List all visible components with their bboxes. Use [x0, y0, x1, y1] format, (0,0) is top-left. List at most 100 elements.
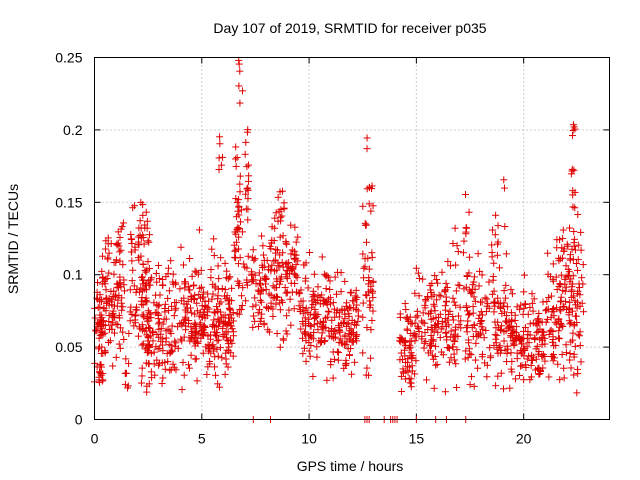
data-point [496, 349, 504, 357]
data-point [353, 301, 361, 309]
data-point [558, 254, 566, 262]
data-point [232, 254, 240, 262]
data-point [525, 352, 533, 360]
data-point [276, 251, 284, 259]
data-point [434, 328, 442, 336]
data-point [145, 324, 153, 332]
data-point [159, 374, 167, 382]
data-point [555, 327, 563, 335]
data-point [549, 260, 557, 268]
data-point [442, 279, 450, 287]
data-point [268, 236, 276, 244]
data-point [516, 371, 524, 379]
data-point [483, 373, 491, 381]
data-point [172, 299, 180, 307]
data-point [426, 281, 434, 289]
data-point [539, 331, 547, 339]
data-point [191, 267, 199, 275]
data-point [364, 280, 372, 288]
data-point [156, 291, 164, 299]
data-point [565, 311, 573, 319]
data-point [140, 240, 148, 248]
data-point [507, 309, 515, 317]
data-point [238, 228, 246, 236]
data-point [191, 295, 199, 303]
data-point [97, 363, 105, 371]
data-point [269, 312, 277, 320]
data-point [159, 281, 167, 289]
data-point [108, 311, 116, 319]
data-point [558, 321, 566, 329]
data-point [557, 271, 565, 279]
data-point [119, 219, 127, 227]
data-point [208, 245, 216, 253]
data-point [184, 361, 192, 369]
data-point [249, 303, 257, 311]
data-point [101, 348, 109, 356]
data-point [452, 323, 460, 331]
data-point [139, 211, 147, 219]
data-point [319, 319, 327, 327]
data-point [540, 328, 548, 336]
data-point [336, 308, 344, 316]
data-point [335, 326, 343, 334]
data-point [397, 349, 405, 357]
data-point [127, 231, 135, 239]
data-point [318, 323, 326, 331]
data-point [569, 126, 577, 134]
data-point [348, 316, 356, 324]
data-point [487, 352, 495, 360]
data-point [164, 325, 172, 333]
data-point [232, 246, 240, 254]
data-point [116, 273, 124, 281]
data-point [445, 358, 453, 366]
data-point [466, 310, 474, 318]
x-tick-label: 20 [516, 431, 532, 447]
data-point [260, 251, 268, 259]
data-point [347, 325, 355, 333]
data-point [434, 313, 442, 321]
data-point [304, 309, 312, 317]
data-point [254, 309, 262, 317]
data-point [262, 276, 270, 284]
data-point [464, 311, 472, 319]
data-point [216, 140, 224, 148]
data-point [494, 294, 502, 302]
data-point [159, 335, 167, 343]
data-point [500, 176, 508, 184]
data-point [415, 328, 423, 336]
data-point [171, 337, 179, 345]
data-point [109, 318, 117, 326]
data-point [212, 322, 220, 330]
data-point [313, 319, 321, 327]
data-point [98, 343, 106, 351]
data-point [97, 349, 105, 357]
data-point [307, 322, 315, 330]
data-point [139, 261, 147, 269]
data-point [143, 314, 151, 322]
data-point [544, 249, 552, 257]
data-point [513, 303, 521, 311]
data-point [127, 248, 135, 256]
data-point [224, 275, 232, 283]
data-point [277, 206, 285, 214]
data-point [138, 287, 146, 295]
data-point [250, 256, 258, 264]
data-point [565, 317, 573, 325]
data-point [186, 304, 194, 312]
data-point [275, 207, 283, 215]
data-point [272, 209, 280, 217]
data-point [292, 251, 300, 259]
data-point [181, 284, 189, 292]
data-point [538, 328, 546, 336]
data-point [167, 302, 175, 310]
data-point [308, 304, 316, 312]
data-point [257, 298, 265, 306]
data-point [305, 347, 313, 355]
data-point [273, 277, 281, 285]
data-point [188, 309, 196, 317]
data-point [442, 314, 450, 322]
data-point [499, 302, 507, 310]
data-point [252, 280, 260, 288]
data-point [297, 325, 305, 333]
